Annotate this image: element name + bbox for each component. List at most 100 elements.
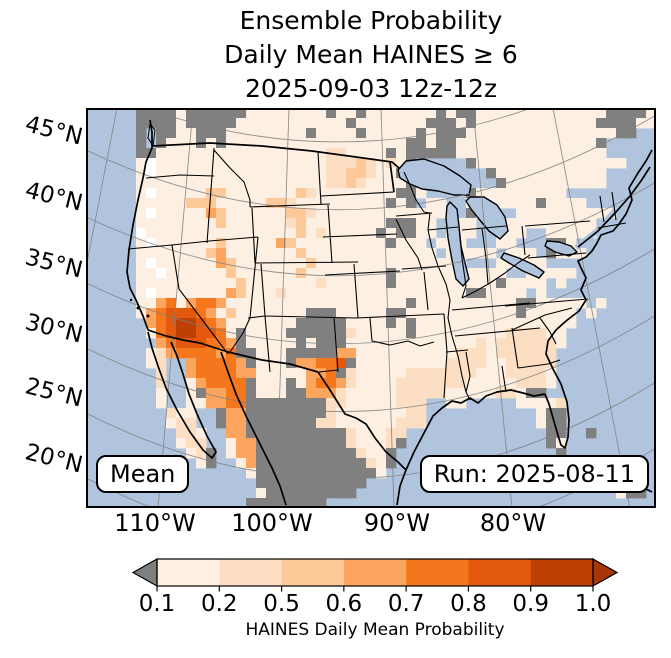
grid-cell [146, 228, 157, 239]
grid-cell [276, 228, 287, 239]
grid-cell [346, 208, 357, 219]
grid-cell [546, 118, 557, 129]
grid-cell [366, 458, 377, 469]
grid-cell [346, 388, 357, 399]
grid-cell [336, 238, 347, 249]
grid-cell [326, 238, 337, 249]
grid-cell [186, 288, 197, 299]
grid-cell [216, 288, 227, 299]
grid-cell [596, 148, 607, 159]
grid-cell [396, 188, 407, 199]
grid-cell [376, 448, 387, 459]
grid-cell [256, 298, 267, 309]
grid-cell [316, 408, 327, 419]
grid-cell [586, 308, 597, 319]
grid-cell [196, 168, 207, 179]
grid-cell [336, 248, 347, 259]
grid-cell [536, 358, 547, 369]
grid-cell [446, 288, 457, 299]
grid-cell [216, 308, 227, 319]
grid-cell [246, 198, 257, 209]
grid-cell [276, 478, 287, 489]
grid-cell [516, 138, 527, 149]
grid-cell [376, 298, 387, 309]
grid-cell [336, 348, 347, 359]
grid-cell [586, 148, 597, 159]
grid-cell [276, 428, 287, 439]
colorbar-ticks [156, 586, 594, 592]
grid-cell [306, 108, 317, 119]
grid-cell [306, 428, 317, 439]
grid-cell [146, 308, 157, 319]
grid-cell [336, 388, 347, 399]
grid-cell [486, 308, 497, 319]
grid-cell [586, 108, 597, 119]
grid-cell [286, 158, 297, 169]
grid-cell [326, 218, 337, 229]
grid-cell [326, 198, 337, 209]
grid-cell [156, 398, 167, 409]
grid-cell [386, 208, 397, 219]
grid-cell [196, 278, 207, 289]
grid-cell [316, 288, 327, 299]
grid-cell [216, 298, 227, 309]
grid-cell [336, 168, 347, 179]
grid-cell [336, 488, 347, 499]
grid-cell [286, 338, 297, 349]
grid-cell [496, 108, 507, 119]
grid-cell [326, 318, 337, 329]
grid-cell [196, 448, 207, 459]
grid-cell [516, 318, 527, 329]
grid-cell [356, 448, 367, 459]
grid-cell [496, 338, 507, 349]
grid-cell [236, 358, 247, 369]
grid-cell [416, 148, 427, 159]
grid-cell [546, 428, 557, 439]
grid-cell [276, 138, 287, 149]
grid-cell [266, 458, 277, 469]
grid-cell [206, 338, 217, 349]
grid-cell [226, 128, 237, 139]
lat-tick-45n: 45°N [22, 111, 86, 151]
grid-cell [156, 208, 167, 219]
grid-cell [556, 168, 567, 179]
grid-cell [466, 378, 477, 389]
grid-cell [376, 128, 387, 139]
grid-cell [226, 338, 237, 349]
grid-cell [566, 148, 577, 159]
grid-cell [566, 268, 577, 279]
grid-cell [276, 108, 287, 119]
grid-cell [246, 268, 257, 279]
grid-cell [246, 438, 257, 449]
grid-cell [186, 368, 197, 379]
grid-cell [466, 248, 477, 259]
grid-cell [366, 338, 377, 349]
grid-cell [256, 208, 267, 219]
grid-cell [226, 418, 237, 429]
grid-cell [306, 318, 317, 329]
grid-cell [316, 398, 327, 409]
grid-cell [336, 468, 347, 479]
grid-cell [306, 368, 317, 379]
grid-cell [456, 358, 467, 369]
grid-cell [226, 358, 237, 369]
grid-cell [266, 358, 277, 369]
grid-cell [406, 258, 417, 269]
grid-cell [146, 178, 157, 189]
grid-cell [226, 248, 237, 259]
grid-cell [376, 468, 387, 479]
grid-cell [336, 398, 347, 409]
grid-cell [186, 148, 197, 159]
grid-cell [436, 308, 447, 319]
grid-cell [366, 138, 377, 149]
grid-cell [416, 218, 427, 229]
grid-cell [456, 138, 467, 149]
grid-cell [516, 218, 527, 229]
grid-cell [136, 148, 147, 159]
grid-cell [136, 278, 147, 289]
grid-cell [226, 298, 237, 309]
grid-cell [466, 348, 477, 359]
grid-cell [506, 188, 517, 199]
grid-cell [356, 478, 367, 489]
grid-cell [426, 108, 437, 119]
